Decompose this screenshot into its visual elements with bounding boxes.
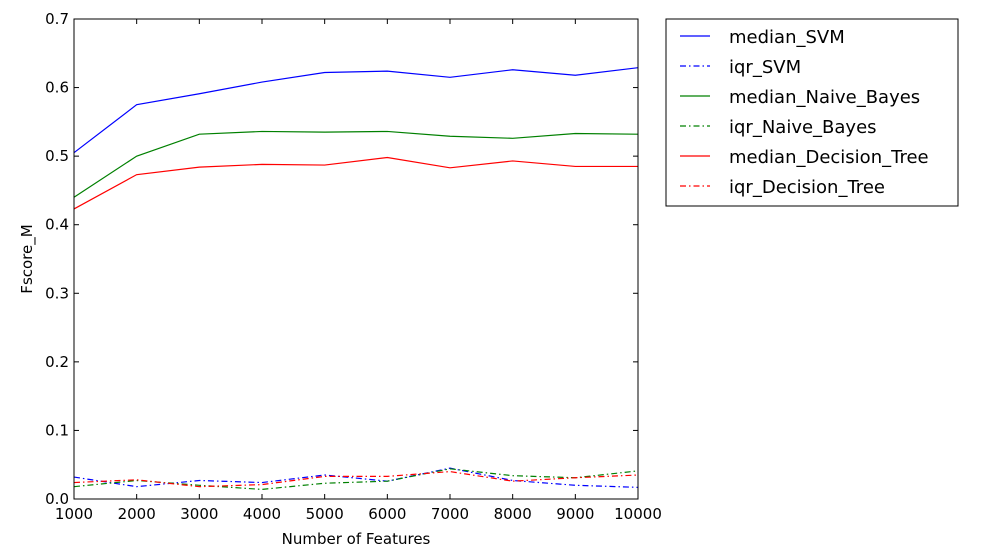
legend-label-3: iqr_Naive_Bayes: [729, 117, 877, 138]
x-tick-label: 8000: [494, 505, 532, 523]
y-tick-label: 0.3: [45, 284, 69, 302]
x-tick-label: 10000: [614, 505, 662, 523]
x-tick-label: 4000: [243, 505, 281, 523]
x-tick-label: 3000: [180, 505, 218, 523]
plot-lines: [73, 67, 639, 491]
legend-label-5: iqr_Decision_Tree: [729, 177, 885, 198]
legend-label-2: median_Naive_Bayes: [729, 87, 920, 108]
legend-label-0: median_SVM: [729, 27, 845, 48]
legend-label-1: iqr_SVM: [729, 57, 801, 78]
y-tick-label: 0.4: [45, 216, 69, 234]
x-tick-label: 5000: [306, 505, 344, 523]
y-tick-label: 0.5: [45, 147, 69, 165]
y-tick-label: 0.6: [45, 79, 69, 97]
x-tick-label: 1000: [55, 505, 93, 523]
x-tick-label: 2000: [118, 505, 156, 523]
x-tick-label: 6000: [368, 505, 406, 523]
y-tick-label: 0.7: [45, 10, 69, 28]
series-line-1: [73, 467, 639, 488]
series-line-2: [73, 130, 639, 198]
x-axis-ticks: 1000 2000 3000 4000 5000 6000 7000 8000 9000 1000…: [55, 19, 662, 523]
y-axis-ticks: 0.0 0.1 0.2 0.3 0.4 0.5 0.6 0.7: [45, 10, 638, 508]
series-line-0: [73, 67, 639, 154]
plot-frame: [73, 18, 639, 500]
legend-label-4: median_Decision_Tree: [729, 147, 929, 168]
series-line-3: [73, 468, 639, 491]
y-tick-label: 0.0: [45, 490, 69, 508]
y-tick-label: 0.2: [45, 353, 69, 371]
y-tick-label: 0.1: [45, 421, 69, 439]
legend-box: [665, 18, 959, 207]
y-axis-label: Fscore_M: [18, 224, 37, 293]
x-tick-label: 9000: [556, 505, 594, 523]
legend: median_SVM iqr_SVM median_Naive_Bayes iqr_N…: [665, 18, 959, 207]
x-tick-label: 7000: [431, 505, 469, 523]
x-axis-label: Number of Features: [282, 530, 431, 548]
series-line-4: [73, 156, 638, 210]
legend-items: median_SVM iqr_SVM median_Naive_Bayes iqr_N…: [680, 27, 929, 198]
